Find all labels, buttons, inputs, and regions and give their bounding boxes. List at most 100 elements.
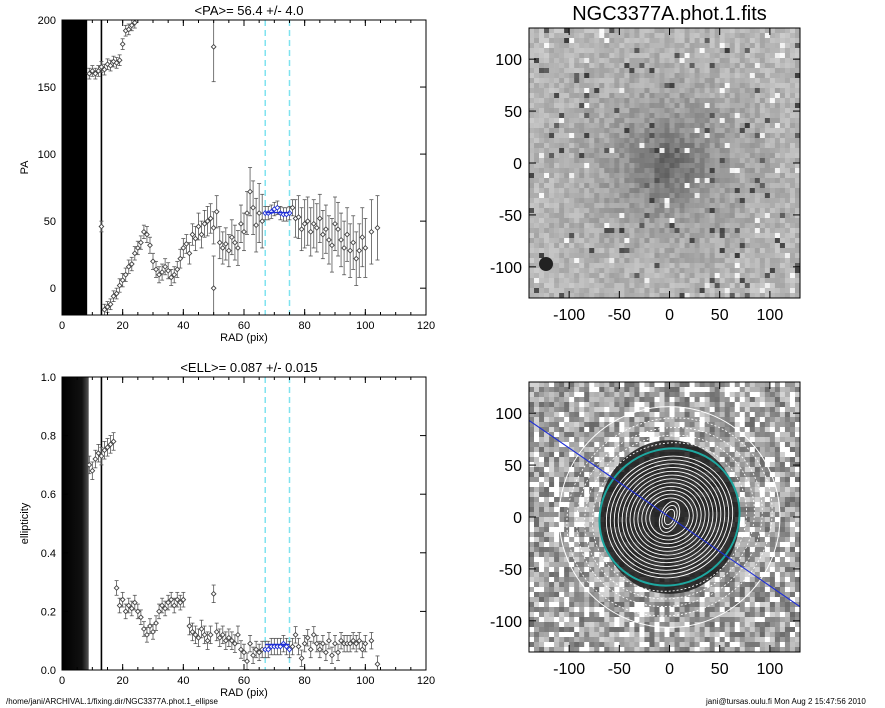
image-pixel	[554, 283, 560, 289]
image-pixel	[674, 73, 680, 79]
image-pixel	[579, 607, 585, 613]
image-pixel	[554, 487, 560, 493]
image-pixel	[634, 218, 640, 224]
image-pixel	[604, 158, 610, 164]
image-pixel	[619, 108, 625, 114]
image-pixel	[689, 203, 695, 209]
image-pixel	[669, 128, 675, 134]
image-pixel	[574, 78, 580, 84]
image-pixel	[594, 173, 600, 179]
image-pixel	[694, 98, 700, 104]
image-pixel	[634, 283, 640, 289]
image-pixel	[759, 88, 766, 94]
image-pixel	[579, 83, 585, 89]
image-pixel	[564, 502, 570, 508]
image-pixel	[554, 472, 560, 478]
image-pixel	[609, 48, 615, 54]
image-pixel	[569, 407, 575, 413]
image-pixel	[639, 208, 645, 214]
image-pixel	[704, 93, 710, 99]
image-pixel	[789, 53, 796, 59]
image-pixel	[769, 268, 776, 274]
image-pixel	[719, 128, 726, 134]
image-pixel	[674, 178, 680, 184]
image-pixel	[549, 73, 555, 79]
image-pixel	[739, 263, 746, 269]
image-pixel	[579, 602, 585, 608]
image-pixel	[739, 198, 746, 204]
image-pixel	[709, 228, 715, 234]
image-pixel	[754, 113, 761, 119]
image-pixel	[704, 78, 710, 84]
image-pixel	[534, 98, 540, 104]
image-pixel	[749, 168, 756, 174]
image-pixel	[589, 238, 595, 244]
image-pixel	[669, 38, 675, 44]
image-pixel	[554, 612, 560, 618]
image-pixel	[679, 43, 685, 49]
image-pixel	[739, 88, 746, 94]
image-pixel	[689, 283, 695, 289]
image-pixel	[629, 98, 635, 104]
image-pixel	[619, 203, 625, 209]
image-pixel	[549, 238, 555, 244]
image-pixel	[664, 278, 670, 284]
image-pixel	[739, 173, 746, 179]
image-pixel	[544, 417, 550, 423]
data-point	[335, 649, 341, 656]
image-pixel	[689, 128, 695, 134]
image-pixel	[574, 183, 580, 189]
image-pixel	[639, 143, 645, 149]
image-pixel	[564, 258, 570, 264]
image-pixel	[564, 417, 570, 423]
image-pixel	[599, 83, 605, 89]
image-pixel	[574, 632, 580, 638]
image-pixel	[689, 268, 695, 274]
image-pixel	[694, 33, 700, 39]
image-pixel	[584, 617, 590, 623]
data-point	[222, 240, 229, 247]
image-pixel	[739, 233, 746, 239]
image-pixel	[619, 223, 625, 229]
image-pixel	[694, 258, 700, 264]
image-pixel	[544, 108, 550, 114]
image-pixel	[719, 58, 726, 64]
image-pixel	[729, 253, 736, 259]
image-pixel	[734, 148, 741, 154]
image-pixel	[574, 577, 580, 583]
image-pixel	[569, 98, 575, 104]
image-pixel	[574, 178, 580, 184]
image-pixel	[679, 253, 685, 259]
image-pixel	[609, 178, 615, 184]
image-pixel	[544, 577, 550, 583]
image-pixel	[724, 293, 731, 299]
image-pixel	[769, 88, 776, 94]
image-pixel	[754, 273, 761, 279]
image-pixel	[684, 48, 690, 54]
image-pixel	[789, 148, 796, 154]
image-pixel	[714, 118, 721, 124]
image-pixel	[564, 422, 570, 428]
image-pixel	[659, 38, 665, 44]
image-pixel	[599, 627, 605, 633]
image-pixel	[629, 128, 635, 134]
image-pixel	[634, 98, 640, 104]
data-point	[289, 643, 296, 650]
image-pixel	[529, 63, 535, 69]
image-pixel	[569, 283, 575, 289]
image-pixel	[589, 567, 595, 573]
data-point	[341, 245, 348, 251]
image-pixel	[539, 133, 545, 139]
image-pixel	[579, 48, 585, 54]
image-pixel	[729, 288, 736, 294]
image-pixel	[544, 457, 550, 463]
image-pixel	[749, 248, 756, 254]
image-pixel	[534, 158, 540, 164]
image-pixel	[744, 248, 751, 254]
image-pixel	[589, 278, 595, 284]
image-pixel	[674, 123, 680, 129]
image-pixel	[759, 173, 766, 179]
image-pixel	[624, 218, 630, 224]
image-pixel	[679, 198, 685, 204]
image-pixel	[774, 133, 781, 139]
